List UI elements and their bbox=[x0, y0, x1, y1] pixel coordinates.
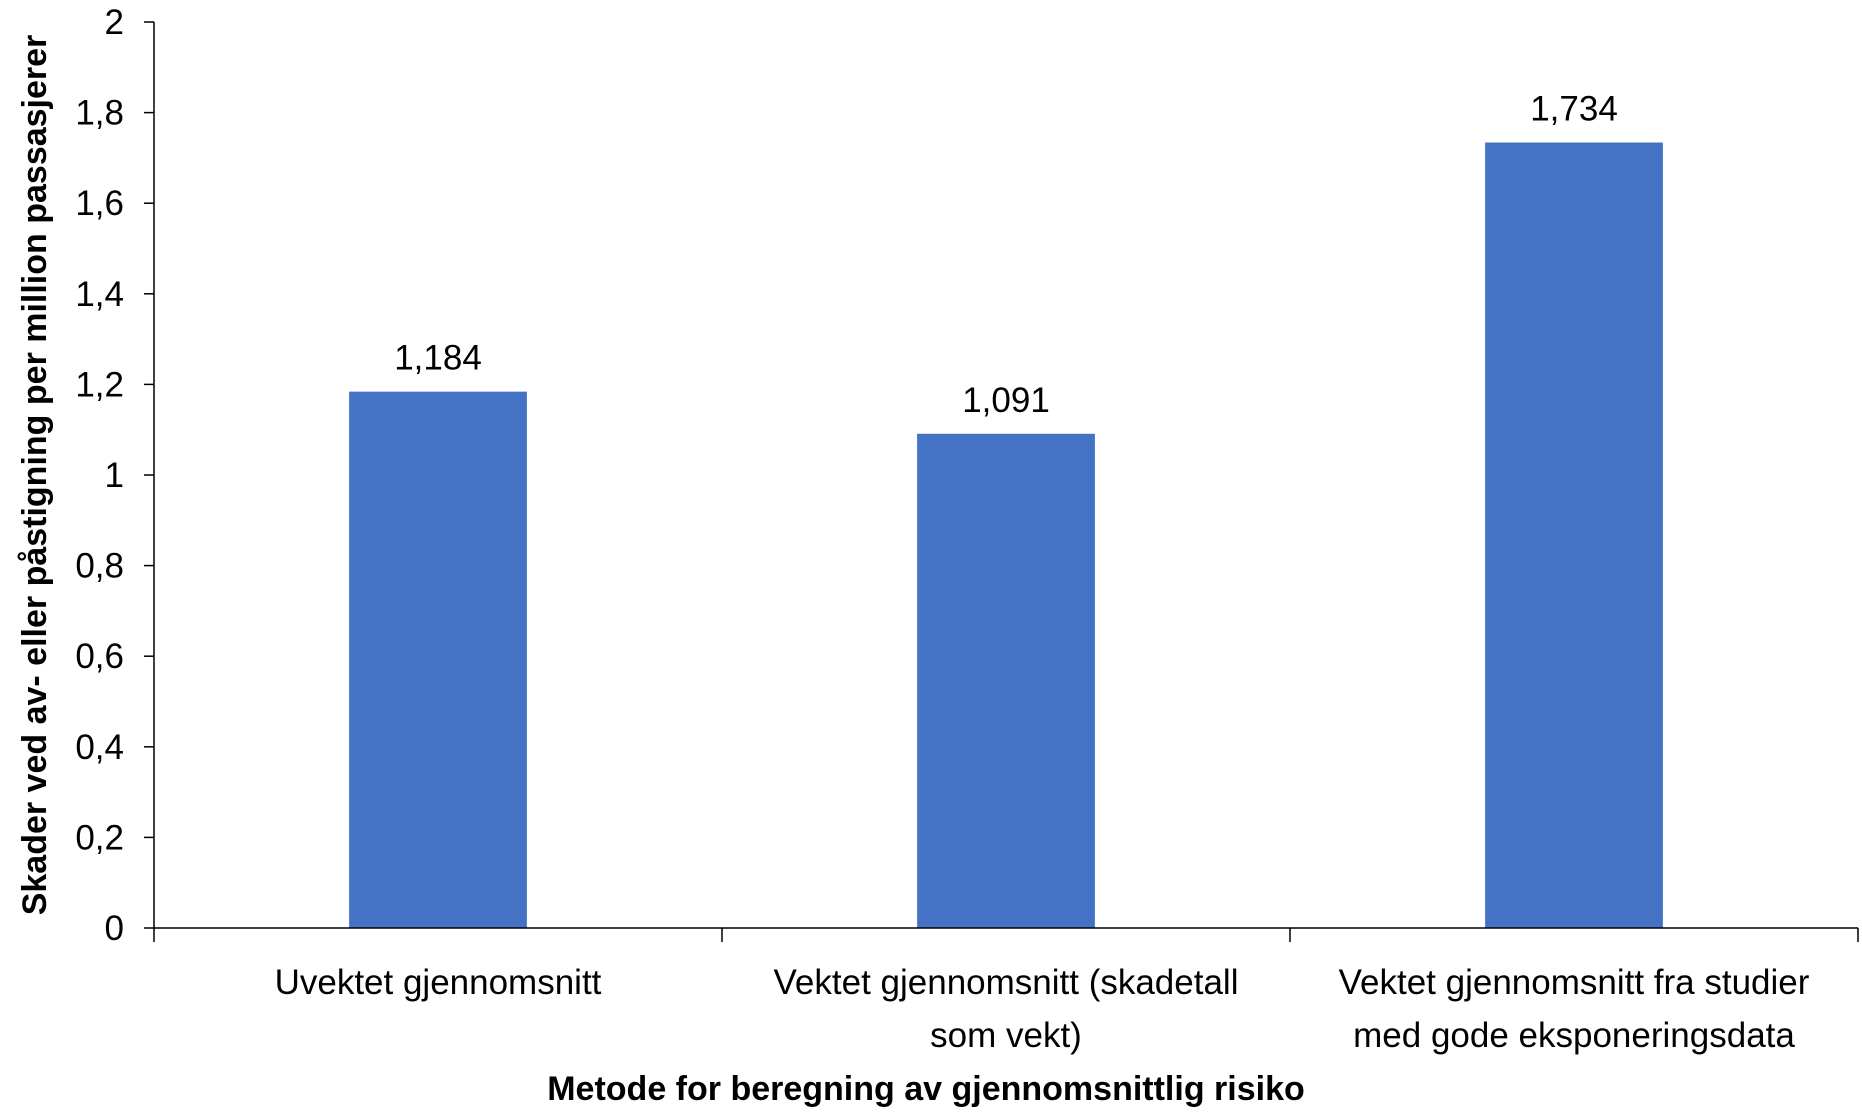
y-axis-title: Skader ved av- eller påstigning per mill… bbox=[16, 35, 54, 916]
bar-value-label: 1,734 bbox=[1530, 89, 1618, 128]
bar bbox=[349, 391, 527, 928]
bar-value-label: 1,091 bbox=[962, 381, 1050, 420]
y-ticks: 0 0,2 0,4 0,6 0,8 1 1,2 1,4 1,6 1,8 2 bbox=[75, 3, 154, 948]
x-axis-title: Metode for beregning av gjennomsnittlig … bbox=[547, 1070, 1305, 1108]
y-tick-label: 0,2 bbox=[75, 818, 124, 857]
data-labels: 1,184 1,091 1,734 bbox=[394, 89, 1618, 419]
x-category-label: Vektet gjennomsnitt fra studier bbox=[1339, 963, 1810, 1002]
bar bbox=[917, 433, 1095, 928]
category-labels: Uvektet gjennomsnitt Vektet gjennomsnitt … bbox=[275, 963, 1810, 1055]
y-tick-label: 1,6 bbox=[75, 184, 124, 223]
x-ticks bbox=[153, 928, 1859, 942]
x-category-label: med gode eksponeringsdata bbox=[1353, 1016, 1795, 1055]
bar-value-label: 1,184 bbox=[394, 339, 482, 378]
y-tick-label: 0,4 bbox=[75, 728, 124, 767]
y-tick-label: 0,6 bbox=[75, 637, 124, 676]
y-tick-label: 1,8 bbox=[75, 94, 124, 133]
y-tick-label: 2 bbox=[105, 3, 124, 42]
x-category-label: som vekt) bbox=[930, 1016, 1082, 1055]
y-tick-label: 0 bbox=[105, 909, 124, 948]
y-tick-label: 1 bbox=[105, 456, 124, 495]
y-tick-label: 0,8 bbox=[75, 547, 124, 586]
bar bbox=[1485, 142, 1663, 929]
x-category-label: Uvektet gjennomsnitt bbox=[275, 963, 602, 1002]
x-category-label: Vektet gjennomsnitt (skadetall bbox=[774, 963, 1239, 1002]
y-tick-label: 1,4 bbox=[75, 275, 124, 314]
y-tick-label: 1,2 bbox=[75, 365, 124, 404]
bars-layer bbox=[349, 142, 1663, 929]
